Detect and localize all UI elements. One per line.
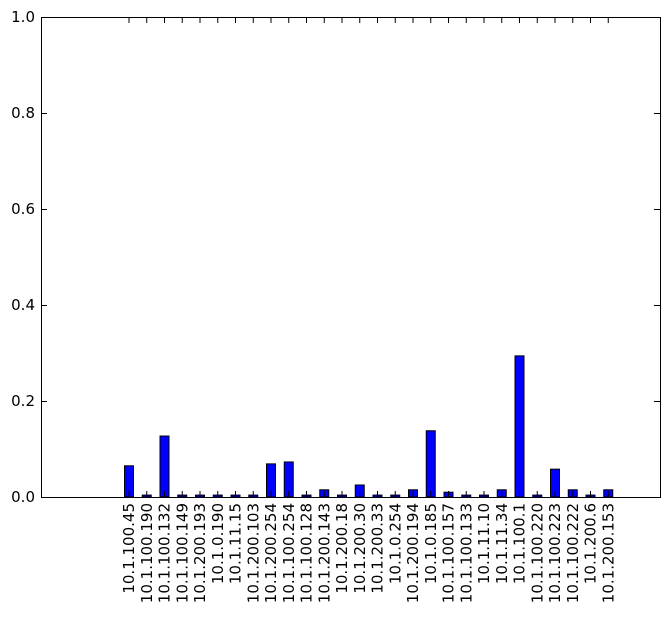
x-tick-label: 10.1.200.6 [582, 503, 600, 584]
x-tick-label: 10.1.200.153 [599, 503, 617, 603]
bar [159, 435, 170, 498]
x-tick-label: 10.1.100.223 [546, 503, 564, 603]
y-tick-label: 0.6 [11, 200, 35, 218]
y-tick-label: 1.0 [11, 8, 35, 26]
x-tick-label: 10.1.100.220 [528, 503, 546, 603]
bar [514, 355, 525, 498]
x-tick-label: 10.1.100.45 [120, 503, 138, 594]
x-tick-label: 10.1.100.254 [280, 503, 298, 603]
y-axis-ticks: 0.0 0.2 0.4 0.6 0.8 1.0 [11, 8, 660, 506]
x-tick-label: 10.1.0.254 [386, 503, 404, 584]
y-tick-label: 0.2 [11, 392, 35, 410]
x-tick-label: 10.1.100.149 [173, 503, 191, 603]
plot-frame [41, 17, 661, 498]
x-tick-label: 10.1.0.190 [209, 503, 227, 584]
bar [425, 430, 436, 498]
x-tick-label: 10.1.200.18 [333, 503, 351, 594]
y-tick-label: 0.4 [11, 296, 35, 314]
y-tick-label: 0.0 [11, 488, 35, 506]
x-tick-label: 10.1.100.1 [511, 503, 529, 584]
x-tick-label: 10.1.100.190 [138, 503, 156, 603]
x-tick-label: 10.1.0.185 [422, 503, 440, 584]
x-tick-label: 10.1.100.132 [156, 503, 174, 603]
x-tick-label: 10.1.11.15 [227, 503, 245, 584]
x-tick-label: 10.1.200.33 [369, 503, 387, 594]
bars [124, 355, 614, 498]
x-tick-label: 10.1.100.222 [564, 503, 582, 603]
x-tick-label: 10.1.200.143 [315, 503, 333, 603]
x-tick-label: 10.1.11.10 [475, 503, 493, 584]
x-tick-label: 10.1.200.30 [351, 503, 369, 594]
x-tick-label: 10.1.200.254 [262, 503, 280, 603]
x-tick-label: 10.1.200.103 [244, 503, 262, 603]
x-axis-ticks: 10.1.100.45 10.1.100.190 10.1.100.132 10.1.… [120, 17, 617, 603]
x-tick-label: 10.1.200.194 [404, 503, 422, 603]
x-tick-label: 10.1.100.128 [298, 503, 316, 603]
x-tick-label: 10.1.200.193 [191, 503, 209, 603]
y-tick-label: 0.8 [11, 104, 35, 122]
x-tick-label: 10.1.100.157 [440, 503, 458, 603]
x-tick-label: 10.1.100.133 [457, 503, 475, 603]
x-tick-label: 10.1.11.34 [493, 503, 511, 584]
